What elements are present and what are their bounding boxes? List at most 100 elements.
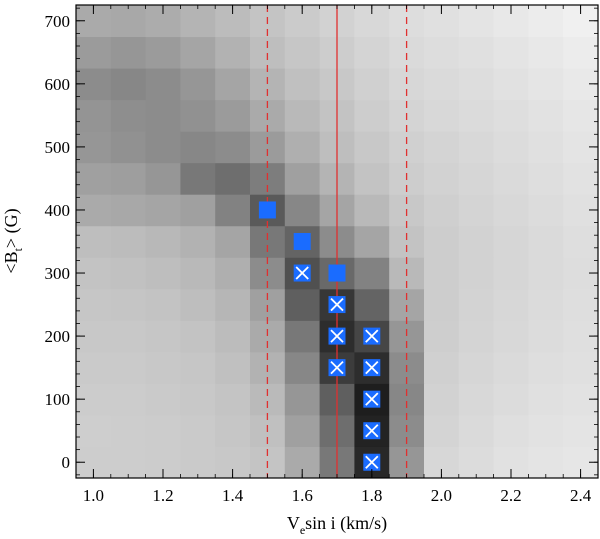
heatmap-cell — [284, 320, 321, 353]
cross-marker-stroke — [330, 297, 344, 312]
heatmap-cell — [458, 225, 495, 258]
heatmap-cell — [354, 288, 390, 321]
heatmap-cell — [215, 162, 251, 195]
cross-marker-stroke — [365, 392, 379, 406]
heatmap-cell — [493, 194, 529, 227]
heatmap-cell — [180, 131, 216, 164]
heatmap-cell — [250, 225, 286, 258]
heatmap-cell — [424, 131, 460, 164]
heatmap-cell — [528, 288, 564, 321]
heatmap-cell — [563, 36, 599, 69]
x-tick-label: 1.2 — [152, 486, 173, 505]
heatmap-cell — [110, 194, 147, 227]
cross-marker-stroke — [295, 266, 309, 280]
heatmap-cell — [76, 288, 112, 321]
heatmap-cell — [145, 414, 181, 447]
heatmap-cell — [458, 257, 495, 290]
heatmap-cell — [563, 162, 599, 195]
cross-marker-stroke — [330, 360, 344, 375]
heatmap-cell — [180, 99, 216, 132]
heatmap-cell — [354, 225, 390, 258]
square-marker — [293, 233, 311, 250]
heatmap-cell — [424, 414, 460, 447]
y-tick-labels: 0 100 200 300 400 500 600 700 — [45, 12, 71, 472]
x-tick-label: 1.6 — [292, 486, 313, 505]
heatmap-cell — [110, 351, 147, 384]
x-tick-label: 1.8 — [361, 486, 382, 505]
heatmap-cell — [424, 194, 460, 227]
heatmap-cell — [110, 320, 147, 353]
heatmap-cell — [215, 131, 251, 164]
heatmap-cell — [354, 162, 390, 195]
heatmap-cell — [424, 36, 460, 69]
heatmap-cell — [354, 194, 390, 227]
heatmap-cell — [284, 288, 321, 321]
heatmap-cell — [145, 36, 181, 69]
heatmap-cell — [528, 257, 564, 290]
heatmap-cell — [250, 131, 286, 164]
heatmap-cell — [528, 68, 564, 101]
heatmap-cell — [458, 351, 495, 384]
heatmap-cell — [424, 351, 460, 384]
heatmap-cell — [180, 225, 216, 258]
heatmap-cell — [528, 194, 564, 227]
heatmap-cell — [215, 383, 251, 416]
cross-marker-stroke — [365, 329, 379, 343]
heatmap-cell — [145, 68, 181, 101]
heatmap-cell — [145, 320, 181, 353]
heatmap-cell — [528, 446, 564, 479]
heatmap-cell — [145, 257, 181, 290]
heatmap-cell — [284, 351, 321, 384]
heatmap-cell — [110, 383, 147, 416]
heatmap-cell — [215, 225, 251, 258]
heatmap-cell — [110, 99, 147, 132]
heatmap-cell — [110, 162, 147, 195]
heatmap-cell — [180, 257, 216, 290]
heatmap-cell — [528, 225, 564, 258]
heatmap-cell — [110, 446, 147, 479]
heatmap-cell — [76, 225, 112, 258]
heatmap-cell — [493, 288, 529, 321]
y-tick-label: 0 — [62, 453, 71, 472]
heatmap-cell — [424, 383, 460, 416]
heatmap-cell — [76, 99, 112, 132]
heatmap-cell — [458, 414, 495, 447]
heatmap-cell — [180, 383, 216, 416]
heatmap-cell — [110, 225, 147, 258]
heatmap-cell — [180, 288, 216, 321]
heatmap-cell — [458, 68, 495, 101]
y-tick-label: 100 — [45, 390, 71, 409]
heatmap-cell — [180, 36, 216, 69]
axis-ticks — [76, 5, 599, 478]
heatmap-cell — [528, 5, 564, 38]
heatmap-cell — [354, 131, 390, 164]
heatmap-cell — [215, 288, 251, 321]
heatmap-cell — [458, 5, 495, 38]
heatmap-cell — [528, 99, 564, 132]
heatmap-cell — [493, 414, 529, 447]
heatmap-cell — [563, 99, 599, 132]
heatmap-cell — [145, 99, 181, 132]
heatmap-cell — [110, 5, 147, 38]
heatmap-cell — [493, 351, 529, 384]
heatmap-cell — [389, 225, 425, 258]
heatmap-cell — [389, 131, 425, 164]
heatmap-cell — [389, 383, 425, 416]
heatmap-cell — [424, 225, 460, 258]
x-tick-label: 1.4 — [222, 486, 244, 505]
heatmap-cell — [493, 225, 529, 258]
heatmap-cell — [215, 320, 251, 353]
heatmap-cell — [424, 320, 460, 353]
heatmap-cell — [76, 162, 112, 195]
square-marker — [258, 201, 276, 219]
heatmap-cell — [180, 194, 216, 227]
heatmap-cell — [180, 68, 216, 101]
heatmap-cell — [458, 36, 495, 69]
heatmap-cell — [424, 162, 460, 195]
square-marker — [328, 264, 346, 282]
y-tick-label: 300 — [45, 264, 71, 283]
x-tick-label: 2.4 — [570, 486, 592, 505]
x-axis-title: Vesin i (km/s) — [287, 513, 387, 537]
heatmap-cell — [354, 99, 390, 132]
